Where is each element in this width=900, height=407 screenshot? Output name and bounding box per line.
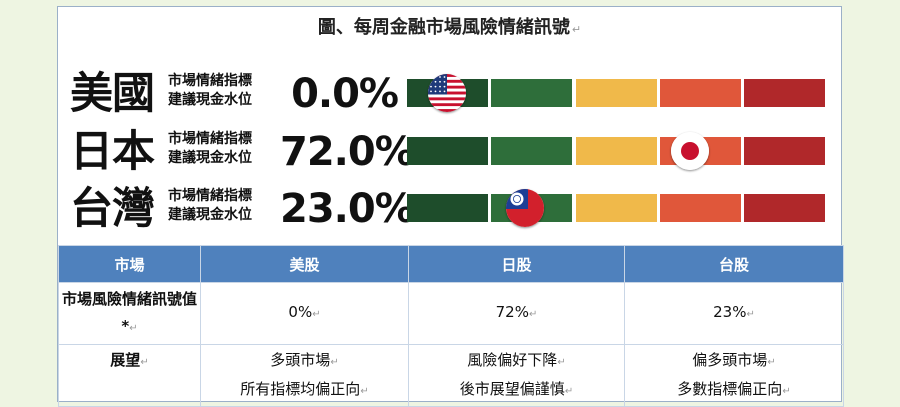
outlook-tw: 偏多頭市場↵ 多數指標偏正向↵	[624, 344, 844, 407]
bar-segment-3	[575, 137, 657, 165]
header-tw-stocks: 台股	[624, 245, 844, 283]
signal-panel: 圖、每周金融市場風險情緒訊號 ↵ 美國 市場情緒指標 建議現金水位 0.0% 日本…	[57, 6, 844, 407]
indicator-caption: 市場情緒指標 建議現金水位	[168, 187, 252, 225]
caption-line-1: 市場情緒指標	[168, 73, 252, 89]
outlook-line: 風險偏好下降	[467, 350, 558, 369]
country-name: 美國	[70, 69, 155, 119]
bar-segment-2	[491, 137, 573, 165]
return-mark: ↵	[360, 385, 369, 397]
header-us-stocks: 美股	[200, 245, 409, 283]
signal-label-text: 市場風險情緒訊號值*	[61, 289, 197, 335]
signal-value-text: 0%	[288, 303, 313, 321]
signal-value-tw: 23%↵	[624, 282, 844, 345]
row-us: 美國 市場情緒指標 建議現金水位 0.0%	[58, 69, 843, 119]
return-mark: ↵	[571, 23, 582, 36]
caption-line-1: 市場情緒指標	[168, 188, 252, 204]
row-tw: 台灣 市場情緒指標 建議現金水位 23.0%	[58, 184, 843, 234]
title-text: 圖、每周金融市場風險情緒訊號	[317, 17, 570, 38]
return-mark: ↵	[564, 385, 574, 397]
return-mark: ↵	[767, 356, 776, 368]
country-name: 台灣	[70, 184, 155, 234]
signal-label: 市場風險情緒訊號值*↵	[58, 282, 201, 345]
header-market: 市場	[58, 245, 201, 283]
bar-segment-4	[659, 194, 741, 222]
tw-flag-icon	[505, 189, 544, 227]
bar-segment-4	[659, 79, 741, 107]
country-name: 日本	[70, 127, 155, 177]
page-title: 圖、每周金融市場風險情緒訊號 ↵	[58, 13, 841, 39]
outlook-line: 後市展望偏謹慎	[459, 379, 565, 398]
row-jp: 日本 市場情緒指標 建議現金水位 72.0%	[58, 127, 843, 177]
indicator-caption: 市場情緒指標 建議現金水位	[168, 130, 252, 168]
jp-flag-icon	[671, 132, 710, 170]
outlook-line: 多頭市場	[270, 350, 331, 369]
sentiment-bar	[407, 74, 825, 112]
caption-line-2: 建議現金水位	[168, 207, 252, 223]
indicator-caption: 市場情緒指標 建議現金水位	[168, 72, 252, 110]
caption-line-1: 市場情緒指標	[168, 131, 252, 147]
outlook-label: 展望↵	[58, 344, 201, 407]
outlook-jp: 風險偏好下降↵ 後市展望偏謹慎↵	[408, 344, 625, 407]
bar-segment-5	[744, 194, 825, 222]
bar-segment-1	[407, 137, 488, 165]
sentiment-bar	[407, 189, 825, 227]
header-jp-stocks: 日股	[408, 245, 625, 283]
return-mark: ↵	[782, 385, 791, 397]
bar-segment-1	[407, 194, 488, 222]
bar-segment-5	[744, 137, 825, 165]
cash-level-percent: 0.0%	[291, 71, 399, 117]
cash-level-percent: 72.0%	[280, 129, 415, 175]
outlook-line: 所有指標均偏正向	[240, 379, 361, 398]
table-header-row: 市場 美股 日股 台股	[58, 245, 844, 283]
signal-table: 市場 美股 日股 台股 市場風險情緒訊號值*↵ 0%↵ 72%↵ 23%↵ 展望…	[58, 245, 844, 407]
return-mark: ↵	[746, 309, 755, 320]
signal-value-text: 72%	[495, 303, 529, 321]
bar-segment-5	[744, 79, 825, 107]
bar-segment-3	[575, 194, 657, 222]
outlook-us: 多頭市場↵ 所有指標均偏正向↵	[200, 344, 409, 407]
return-mark: ↵	[557, 356, 566, 368]
return-mark: ↵	[140, 357, 149, 368]
signal-value-text: 23%	[713, 303, 747, 321]
outlook-line: 多數指標偏正向	[677, 379, 783, 398]
outlook-label-text: 展望	[110, 351, 141, 369]
signal-value-us: 0%↵	[200, 282, 409, 345]
caption-line-2: 建議現金水位	[168, 150, 252, 166]
sentiment-bar	[407, 132, 825, 170]
bar-segment-2	[491, 79, 573, 107]
table-row: 市場風險情緒訊號值*↵ 0%↵ 72%↵ 23%↵	[58, 282, 844, 345]
caption-line-2: 建議現金水位	[168, 92, 252, 108]
outlook-line: 偏多頭市場	[692, 350, 768, 369]
table-row: 展望↵ 多頭市場↵ 所有指標均偏正向↵ 風險偏好下降↵ 後市展望偏謹慎↵ 偏多頭…	[58, 344, 844, 407]
return-mark: ↵	[528, 309, 538, 320]
signal-value-jp: 72%↵	[408, 282, 625, 345]
return-mark: ↵	[312, 309, 321, 320]
cash-level-percent: 23.0%	[280, 186, 415, 232]
us-flag-icon	[428, 74, 466, 112]
return-mark: ↵	[330, 356, 339, 368]
return-mark: ↵	[129, 322, 138, 334]
bar-segment-3	[575, 79, 657, 107]
